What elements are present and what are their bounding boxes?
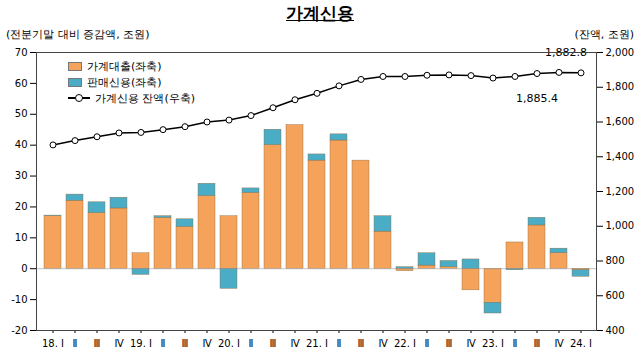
html-text:판매신용(좌축): 판매신용(좌축) <box>87 75 162 89</box>
svg-text:Ⅳ: Ⅳ <box>202 338 212 349</box>
svg-text:1,882.8: 1,882.8 <box>545 46 587 60</box>
svg-text:20: 20 <box>15 201 28 212</box>
svg-text:Ⅳ: Ⅳ <box>554 338 564 349</box>
svg-text:70: 70 <box>15 47 28 58</box>
svg-text:Ⅲ: Ⅲ <box>534 338 541 349</box>
svg-text:24. Ⅰ: 24. Ⅰ <box>570 338 592 349</box>
svg-text:Ⅳ: Ⅳ <box>378 338 388 349</box>
svg-text:10: 10 <box>15 232 28 243</box>
svg-text:0: 0 <box>21 263 27 274</box>
svg-text:Ⅲ: Ⅲ <box>182 338 189 349</box>
svg-text:Ⅱ: Ⅱ <box>249 338 254 349</box>
svg-text:Ⅱ: Ⅱ <box>425 338 430 349</box>
svg-text:Ⅱ: Ⅱ <box>161 338 166 349</box>
svg-text:Ⅲ: Ⅲ <box>94 338 101 349</box>
svg-text:40: 40 <box>15 139 28 150</box>
svg-text:1,885.4: 1,885.4 <box>516 92 558 105</box>
svg-text:1,800: 1,800 <box>606 81 635 92</box>
svg-text:600: 600 <box>606 290 625 301</box>
svg-text:Ⅳ: Ⅳ <box>290 338 300 349</box>
svg-text:1,000: 1,000 <box>606 220 635 231</box>
svg-text:Ⅲ: Ⅲ <box>446 338 453 349</box>
svg-text:-10: -10 <box>11 294 27 305</box>
svg-text:Ⅲ: Ⅲ <box>358 338 365 349</box>
html-text:가계신용: 가계신용 <box>286 3 354 23</box>
svg-text:Ⅱ: Ⅱ <box>337 338 342 349</box>
html-text:(전분기말 대비 증감액, 조원): (전분기말 대비 증감액, 조원) <box>6 28 150 41</box>
html-text:가계대출(좌축): 가계대출(좌축) <box>87 59 162 73</box>
svg-text:50: 50 <box>15 108 28 119</box>
svg-text:22. Ⅰ: 22. Ⅰ <box>394 338 416 349</box>
svg-text:2,000: 2,000 <box>606 47 635 58</box>
html-text:(잔액, 조원): (잔액, 조원) <box>574 28 634 41</box>
svg-text:30: 30 <box>15 170 28 181</box>
svg-text:1,600: 1,600 <box>606 116 635 127</box>
svg-text:21. Ⅰ: 21. Ⅰ <box>306 338 328 349</box>
svg-text:18. Ⅰ: 18. Ⅰ <box>42 338 64 349</box>
svg-text:Ⅱ: Ⅱ <box>513 338 518 349</box>
svg-text:19. Ⅰ: 19. Ⅰ <box>130 338 152 349</box>
svg-text:1,400: 1,400 <box>606 151 635 162</box>
svg-text:400: 400 <box>606 325 625 336</box>
svg-text:Ⅳ: Ⅳ <box>114 338 124 349</box>
svg-text:23. Ⅰ: 23. Ⅰ <box>482 338 504 349</box>
svg-text:60: 60 <box>15 78 28 89</box>
svg-text:-20: -20 <box>11 325 27 336</box>
svg-text:Ⅱ: Ⅱ <box>73 338 78 349</box>
svg-text:Ⅳ: Ⅳ <box>466 338 476 349</box>
svg-text:1,200: 1,200 <box>606 186 635 197</box>
svg-text:800: 800 <box>606 255 625 266</box>
svg-text:Ⅲ: Ⅲ <box>270 338 277 349</box>
svg-text:20. Ⅰ: 20. Ⅰ <box>218 338 240 349</box>
html-text:가계신용 잔액(우축): 가계신용 잔액(우축) <box>95 91 196 105</box>
